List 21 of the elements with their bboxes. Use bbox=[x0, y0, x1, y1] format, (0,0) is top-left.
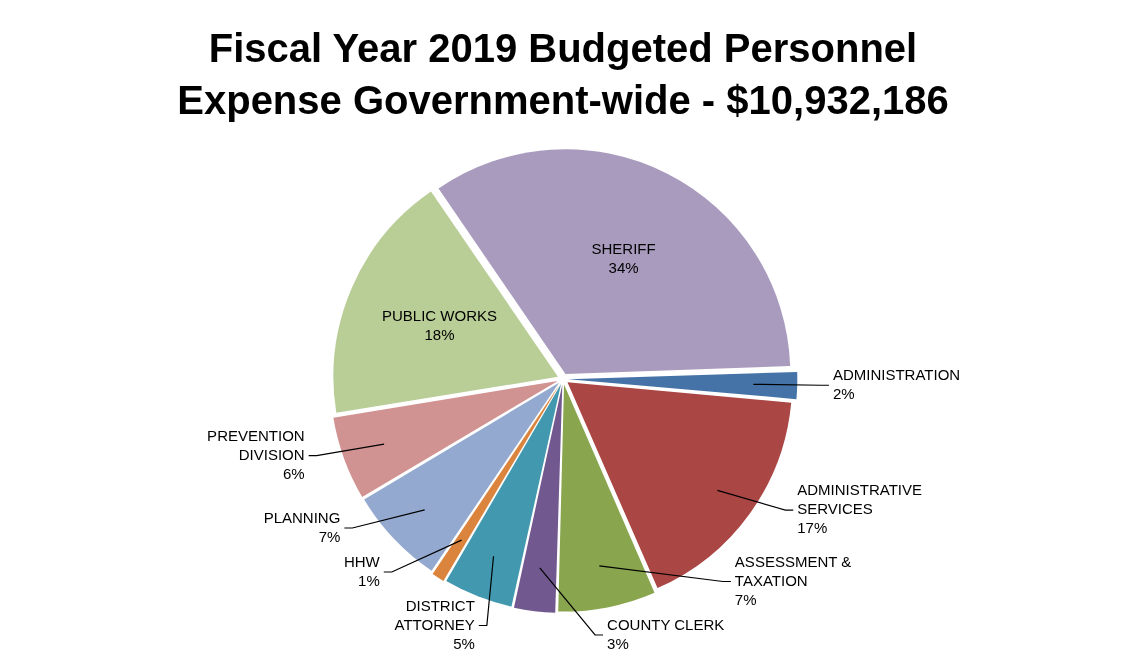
slice-label: ASSESSMENT & TAXATION bbox=[734, 552, 852, 589]
data-label: 18% bbox=[424, 325, 455, 343]
slice-label: ADMINISTRATIVE SERVICES bbox=[797, 481, 922, 518]
slice-label: ADMINISTRATION bbox=[832, 365, 961, 383]
data-label: 6% bbox=[282, 464, 305, 482]
slice-label: HHW bbox=[343, 552, 381, 570]
data-label: 34% bbox=[608, 258, 639, 276]
data-label: 2% bbox=[832, 384, 855, 402]
chart-title: Fiscal Year 2019 Budgeted Personnel Expense Government-wide - $10,932,186 bbox=[176, 25, 950, 124]
slice-label: PLANNING bbox=[263, 508, 341, 526]
slice-label: SHERIFF bbox=[591, 239, 656, 257]
slice-label: DISTRICT ATTORNEY bbox=[394, 596, 475, 633]
data-label: 7% bbox=[318, 527, 341, 545]
slice-label: PUBLIC WORKS bbox=[381, 306, 497, 324]
data-label: 5% bbox=[453, 634, 475, 652]
slice-label: PREVENTION DIVISION bbox=[207, 426, 305, 463]
data-label: 7% bbox=[734, 590, 757, 608]
slice-label: COUNTY CLERK bbox=[607, 615, 725, 633]
data-label: 17% bbox=[797, 519, 828, 537]
data-label: 3% bbox=[607, 634, 629, 652]
data-label: 1% bbox=[358, 571, 380, 589]
